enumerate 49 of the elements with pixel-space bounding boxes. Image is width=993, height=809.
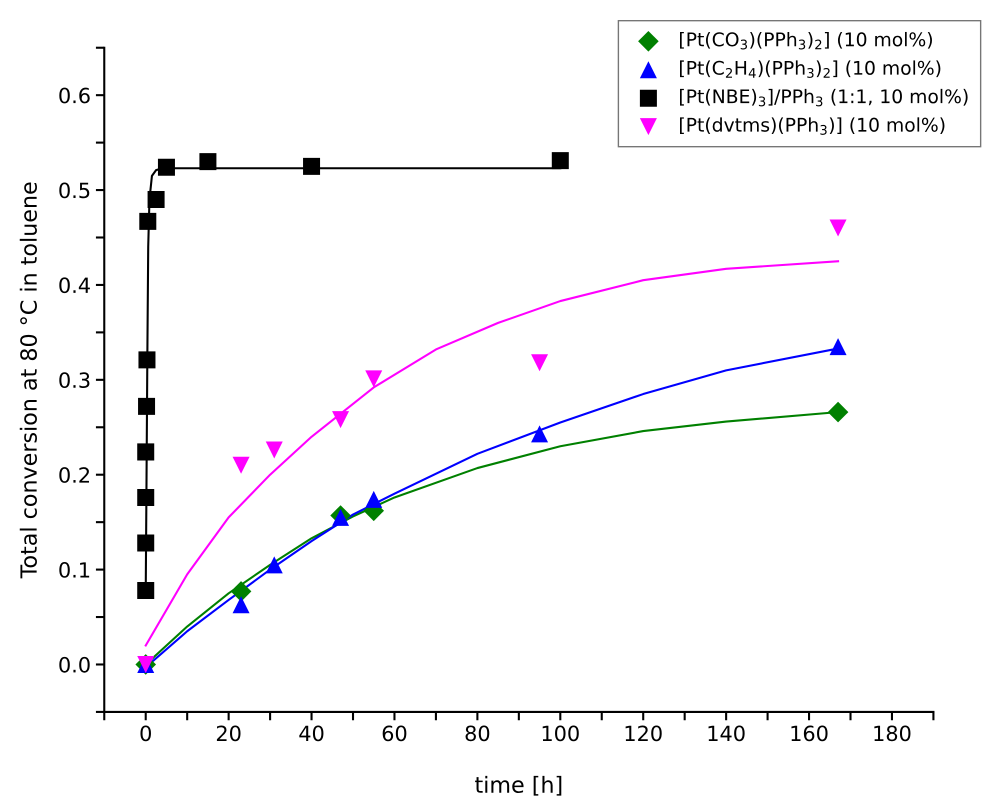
point xyxy=(552,152,569,170)
legend-label: [Pt(NBE)$_{3}$]/PPh$_{3}$ (1:1, 10 mol%) xyxy=(680,88,968,106)
x-tick-label: 140 xyxy=(708,725,745,742)
point xyxy=(199,153,216,170)
legend-label: [Pt(dvtms)(PPh$_{3}$)] (10 mol%) xyxy=(680,117,944,135)
y-tick-label: 0.3 xyxy=(59,372,90,388)
y-tick-label: 0.2 xyxy=(59,467,89,483)
x-tick-label: 20 xyxy=(216,725,241,742)
x-tick-label: 160 xyxy=(791,725,828,742)
y-tick-label: 0.0 xyxy=(59,656,90,673)
point xyxy=(232,456,250,474)
x-axis-title: time [h] xyxy=(475,776,562,796)
x-tick-label: 60 xyxy=(382,725,406,742)
y-tick-label: 0.5 xyxy=(59,182,90,198)
x-tick-label: 100 xyxy=(542,725,579,742)
y-tick-label: 0.4 xyxy=(59,277,90,294)
point xyxy=(828,402,848,422)
point xyxy=(266,442,283,459)
point xyxy=(139,212,156,230)
y-tick-label: 0.1 xyxy=(59,562,90,578)
point xyxy=(137,443,154,460)
x-tick-label: 80 xyxy=(466,725,490,742)
x-tick-label: 180 xyxy=(874,725,910,742)
y-axis-title: Total conversion at 80 °C in toluene xyxy=(20,182,37,578)
point xyxy=(365,490,382,508)
x-tick-label: 0 xyxy=(140,725,151,742)
point xyxy=(138,351,156,368)
point xyxy=(137,488,154,506)
point xyxy=(365,370,382,388)
y-tick-label: 0.6 xyxy=(59,88,90,104)
point xyxy=(266,556,283,574)
point xyxy=(531,354,548,372)
point xyxy=(830,338,847,356)
point xyxy=(138,398,156,415)
line-series xyxy=(144,260,840,647)
legend-label: [Pt(CO$_{3}$)(PPh$_{3}$)$_{2}$] (10 mol%) xyxy=(680,32,932,50)
text: [Pt(C$_{2}$H$_{4}$)(PPh$_{3}$)$_{2}$] (10 mol%) xyxy=(680,60,940,78)
point xyxy=(531,425,548,442)
point xyxy=(830,220,847,237)
point xyxy=(137,582,154,599)
x-tick-label: 120 xyxy=(626,725,662,742)
point xyxy=(137,534,154,552)
point xyxy=(158,158,175,176)
point xyxy=(148,191,165,208)
point xyxy=(230,581,252,602)
point xyxy=(232,596,250,614)
point xyxy=(332,411,350,428)
x-tick-label: 40 xyxy=(299,725,324,742)
point xyxy=(303,158,320,175)
